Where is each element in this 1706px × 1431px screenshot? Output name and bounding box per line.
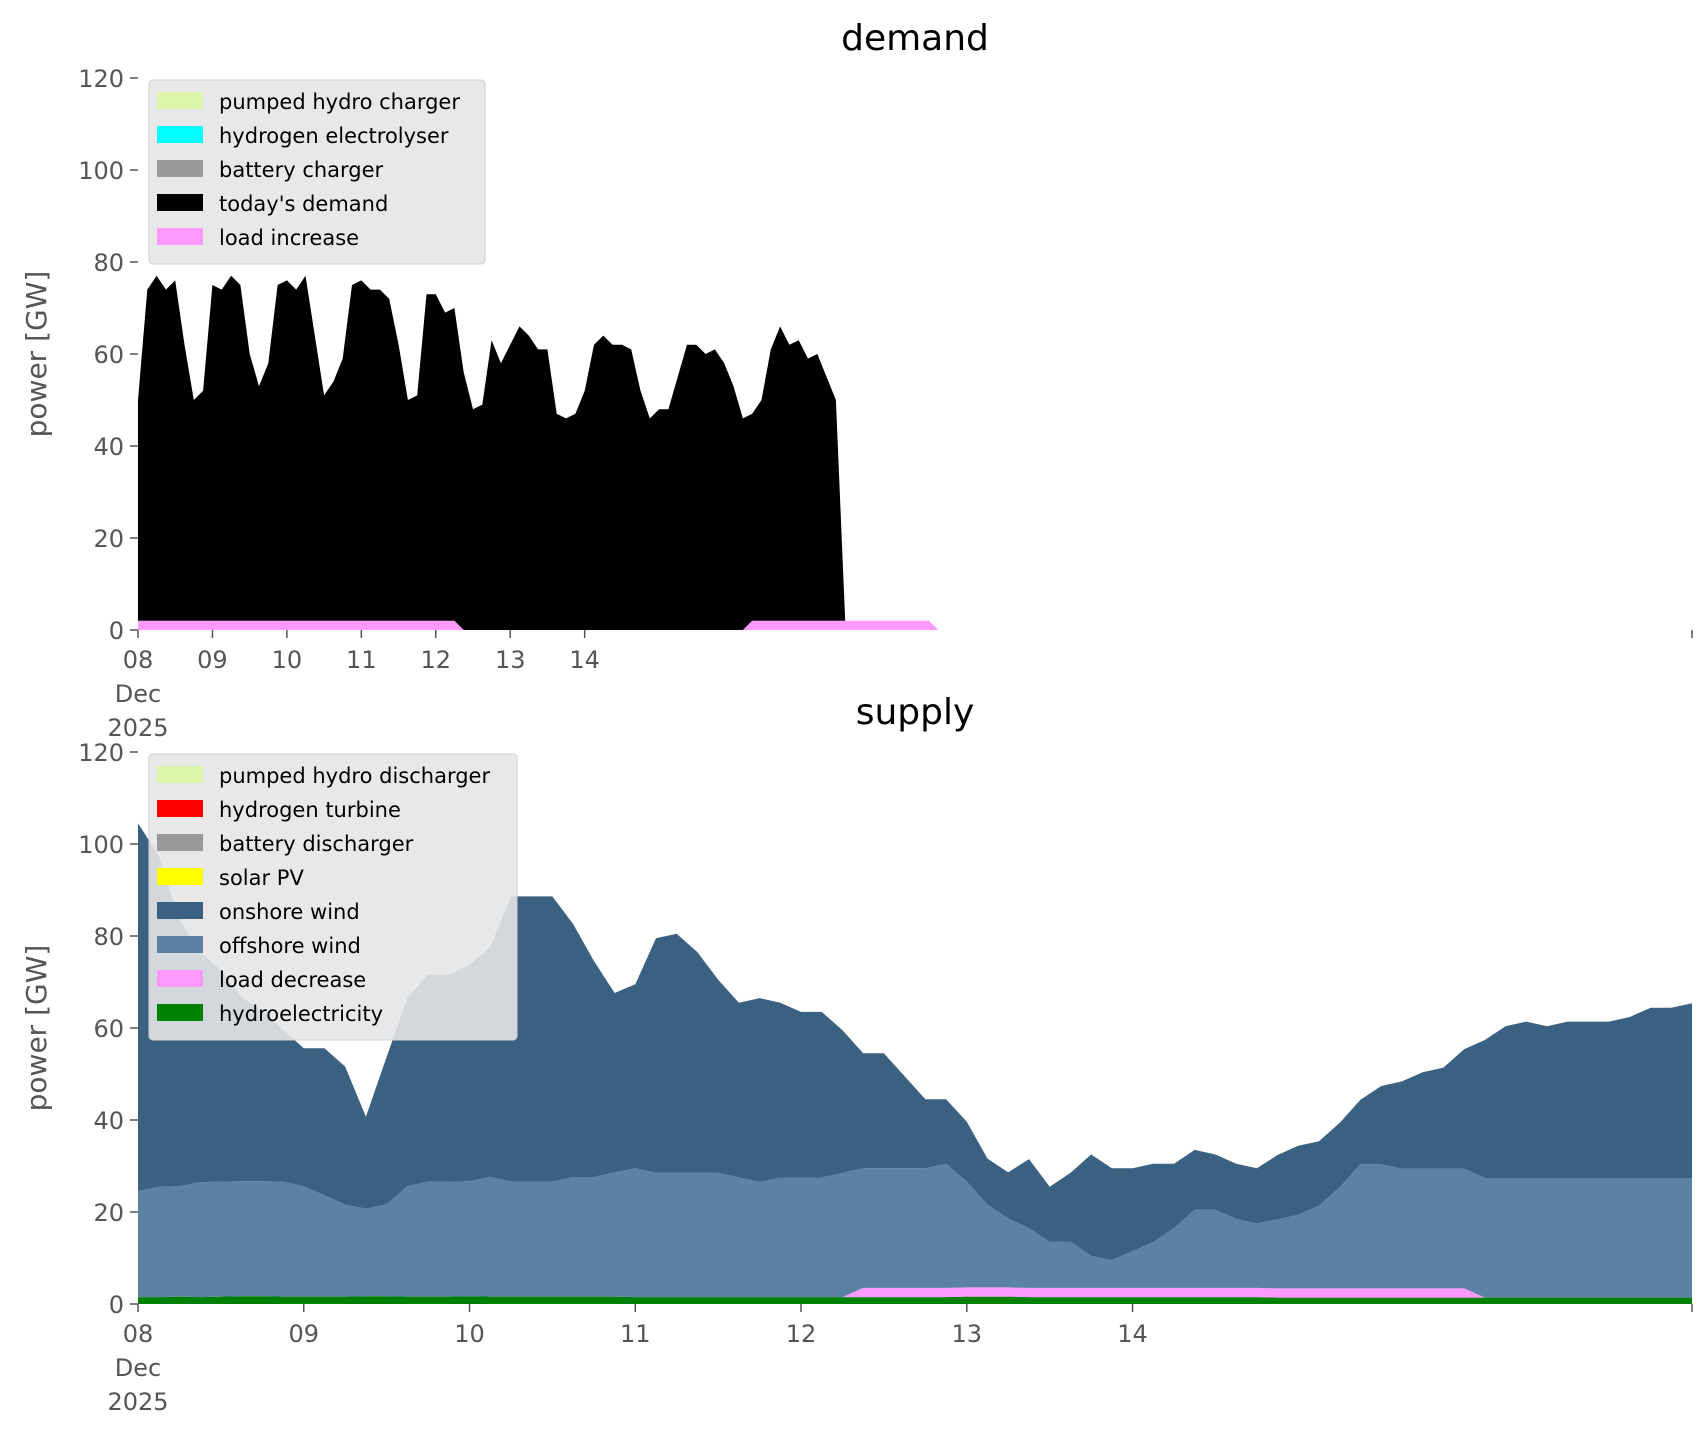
demand-ytick-label: 100: [78, 157, 124, 185]
supply-xtick-label: 09: [288, 1320, 319, 1348]
supply-ytick-label: 60: [93, 1015, 124, 1043]
demand-xtick-label: 13: [495, 646, 526, 674]
demand-ylabel: power [GW]: [20, 271, 53, 438]
supply-ytick-label: 0: [109, 1291, 124, 1319]
supply-legend-swatch-load-decrease: [157, 970, 203, 987]
demand-xtick-label: 08: [123, 646, 154, 674]
supply-legend-label: onshore wind: [219, 900, 360, 924]
demand-legend-label: battery charger: [219, 158, 384, 182]
demand-legend-label: pumped hydro charger: [219, 90, 460, 114]
supply-legend-label: hydrogen turbine: [219, 798, 401, 822]
supply-legend-swatch-battery-discharger: [157, 834, 203, 851]
demand-area-today-s-demand: [138, 275, 1692, 630]
supply-legend-label: load decrease: [219, 968, 366, 992]
supply-legend-swatch-hydrogen-turbine: [157, 800, 203, 817]
supply-area-hydroelectricity: [138, 1296, 1692, 1304]
supply-ytick-label: 100: [78, 831, 124, 859]
supply-ylabel: power [GW]: [20, 945, 53, 1112]
demand-legend-label: today's demand: [219, 192, 388, 216]
supply-legend-swatch-pumped-hydro-discharger: [157, 766, 203, 783]
supply-xtick-label: 12: [786, 1320, 817, 1348]
demand-ytick-label: 60: [93, 341, 124, 369]
demand-xtick-label: 09: [197, 646, 228, 674]
demand-legend-swatch-load-increase: [157, 228, 203, 245]
supply-ytick-label: 40: [93, 1107, 124, 1135]
supply-legend-label: solar PV: [219, 866, 304, 890]
demand-legend-swatch-battery-charger: [157, 160, 203, 177]
demand-panel: demand 0 20 40 60 80 100 120 power [GW] 08 Dec 2025…: [20, 18, 1693, 742]
demand-xtick-sublabel: Dec: [115, 680, 161, 708]
demand-xtick-sublabel: 2025: [107, 714, 168, 742]
supply-ytick-label: 80: [93, 923, 124, 951]
supply-legend-label: battery discharger: [219, 832, 414, 856]
supply-legend-label: pumped hydro discharger: [219, 764, 490, 788]
demand-legend-label: load increase: [219, 226, 359, 250]
demand-xtick-label: 11: [346, 646, 377, 674]
demand-legend-swatch-pumped-hydro-charger: [157, 92, 203, 109]
supply-xtick-label: 08: [123, 1320, 154, 1348]
supply-area-offshore-wind: [138, 1163, 1692, 1298]
supply-xtick-label: 11: [620, 1320, 651, 1348]
supply-legend-swatch-hydroelectricity: [157, 1004, 203, 1021]
supply-ytick-label: 120: [78, 739, 124, 767]
supply-xtick-sublabel: Dec: [115, 1354, 161, 1382]
supply-area-load-decrease: [138, 1287, 1692, 1298]
supply-legend-swatch-onshore-wind: [157, 902, 203, 919]
demand-xtick-label: 12: [420, 646, 451, 674]
supply-panel: supply 0 20 40 60 80 100 120 power [GW] 08 Dec 2025…: [20, 692, 1693, 1416]
demand-title: demand: [841, 18, 989, 59]
demand-ytick-label: 120: [78, 65, 124, 93]
supply-xtick-label: 13: [952, 1320, 983, 1348]
demand-ytick-label: 0: [109, 617, 124, 645]
demand-legend: [148, 79, 486, 265]
demand-ytick-label: 40: [93, 433, 124, 461]
demand-xtick-label: 14: [569, 646, 600, 674]
supply-title: supply: [856, 692, 975, 733]
demand-xtick-label: 10: [272, 646, 303, 674]
demand-ytick-label: 20: [93, 525, 124, 553]
demand-legend-label: hydrogen electrolyser: [219, 124, 449, 148]
supply-xtick-sublabel: 2025: [107, 1388, 168, 1416]
demand-legend-swatch-hydrogen-electrolyser: [157, 126, 203, 143]
supply-ytick-label: 20: [93, 1199, 124, 1227]
supply-xtick-label: 10: [454, 1320, 485, 1348]
supply-legend: [148, 753, 518, 1041]
supply-legend-swatch-offshore-wind: [157, 936, 203, 953]
supply-legend-label: offshore wind: [219, 934, 361, 958]
demand-area-load-increase: [138, 620, 1692, 630]
supply-area-onshore-wind: [138, 823, 1692, 1261]
supply-legend-swatch-solar-pv: [157, 868, 203, 885]
supply-xtick-label: 14: [1117, 1320, 1148, 1348]
demand-legend-swatch-today-s-demand: [157, 194, 203, 211]
supply-legend-label: hydroelectricity: [219, 1002, 383, 1026]
demand-ytick-label: 80: [93, 249, 124, 277]
